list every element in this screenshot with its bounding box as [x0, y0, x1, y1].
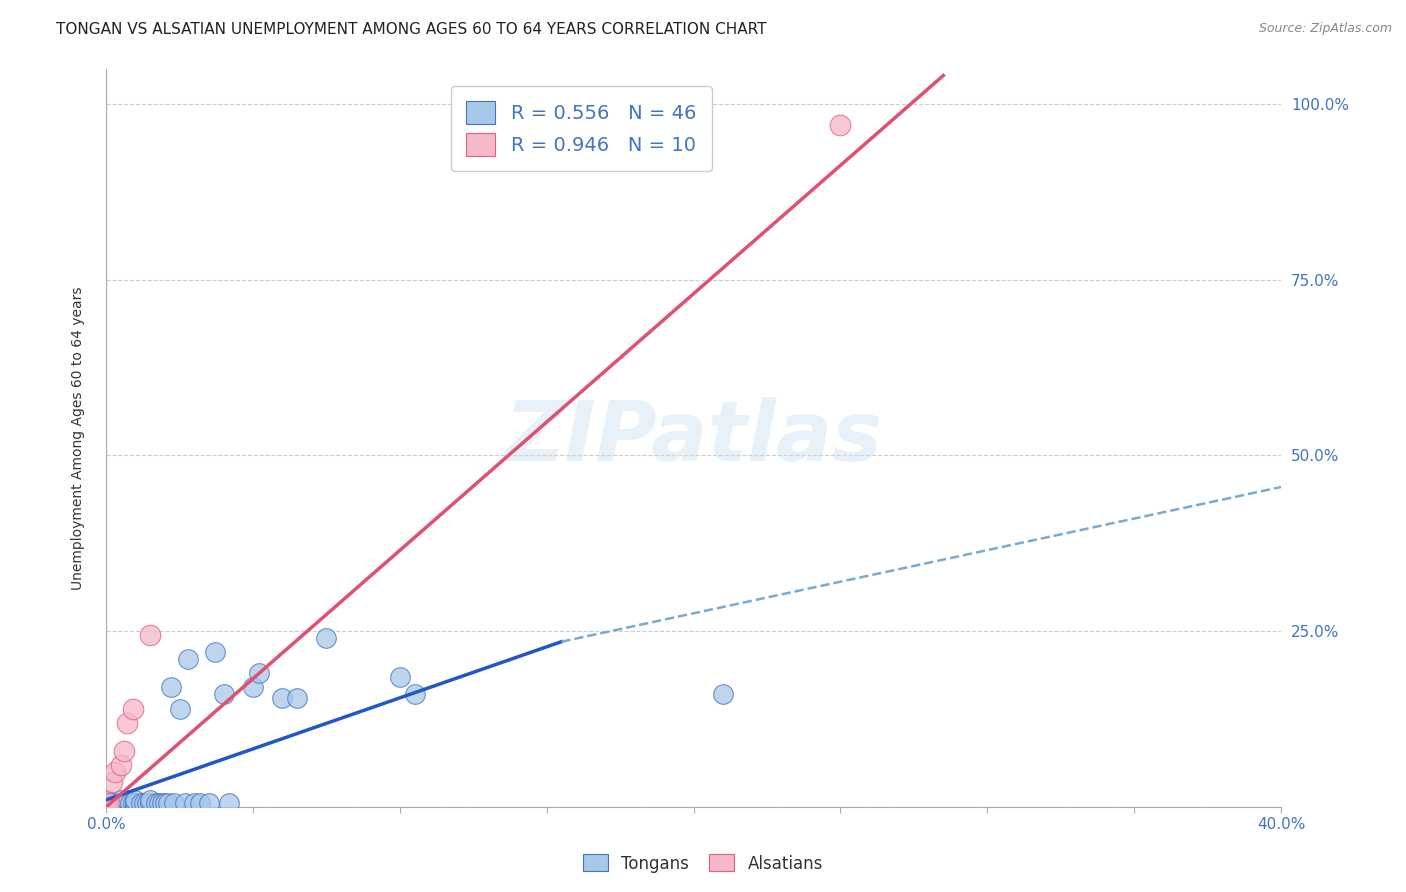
Point: [139, 628, 162, 642]
Point: [188, 797, 211, 811]
Point: [94, 800, 117, 814]
Point: [212, 688, 235, 702]
Point: [315, 631, 337, 645]
Legend: R = 0.556   N = 46, R = 0.946   N = 10: R = 0.556 N = 46, R = 0.946 N = 10: [451, 86, 711, 171]
Point: [139, 797, 162, 811]
Point: [104, 797, 127, 811]
Text: ZIPatlas: ZIPatlas: [505, 397, 883, 478]
Point: [104, 764, 127, 779]
Point: [110, 793, 132, 807]
Legend: Tongans, Alsatians: Tongans, Alsatians: [576, 847, 830, 880]
Point: [115, 793, 138, 807]
Point: [94, 793, 117, 807]
Text: TONGAN VS ALSATIAN UNEMPLOYMENT AMONG AGES 60 TO 64 YEARS CORRELATION CHART: TONGAN VS ALSATIAN UNEMPLOYMENT AMONG AG…: [56, 22, 766, 37]
Point: [153, 797, 176, 811]
Point: [169, 701, 191, 715]
Point: [711, 688, 734, 702]
Point: [145, 797, 167, 811]
Point: [101, 797, 124, 811]
Point: [150, 797, 173, 811]
Point: [204, 645, 226, 659]
Point: [136, 797, 159, 811]
Point: [404, 688, 426, 702]
Point: [94, 797, 117, 811]
Point: [218, 797, 240, 811]
Point: [121, 701, 143, 715]
Point: [101, 775, 124, 789]
Y-axis label: Unemployment Among Ages 60 to 64 years: Unemployment Among Ages 60 to 64 years: [72, 286, 86, 590]
Point: [134, 797, 156, 811]
Point: [139, 793, 162, 807]
Point: [271, 690, 294, 705]
Point: [159, 681, 181, 695]
Point: [247, 666, 270, 681]
Point: [131, 797, 153, 811]
Point: [124, 797, 146, 811]
Point: [285, 690, 308, 705]
Point: [121, 797, 143, 811]
Point: [183, 797, 205, 811]
Point: [112, 797, 135, 811]
Point: [198, 797, 221, 811]
Point: [124, 800, 146, 814]
Point: [94, 800, 117, 814]
Point: [242, 681, 264, 695]
Point: [115, 715, 138, 730]
Point: [148, 797, 170, 811]
Point: [156, 797, 179, 811]
Point: [98, 797, 121, 811]
Point: [107, 797, 129, 811]
Point: [110, 757, 132, 772]
Point: [124, 793, 146, 807]
Point: [110, 800, 132, 814]
Point: [174, 797, 197, 811]
Point: [118, 797, 141, 811]
Point: [110, 797, 132, 811]
Point: [115, 797, 138, 811]
Point: [830, 118, 852, 132]
Text: Source: ZipAtlas.com: Source: ZipAtlas.com: [1258, 22, 1392, 36]
Point: [162, 797, 184, 811]
Point: [112, 744, 135, 758]
Point: [388, 670, 411, 684]
Point: [177, 652, 200, 666]
